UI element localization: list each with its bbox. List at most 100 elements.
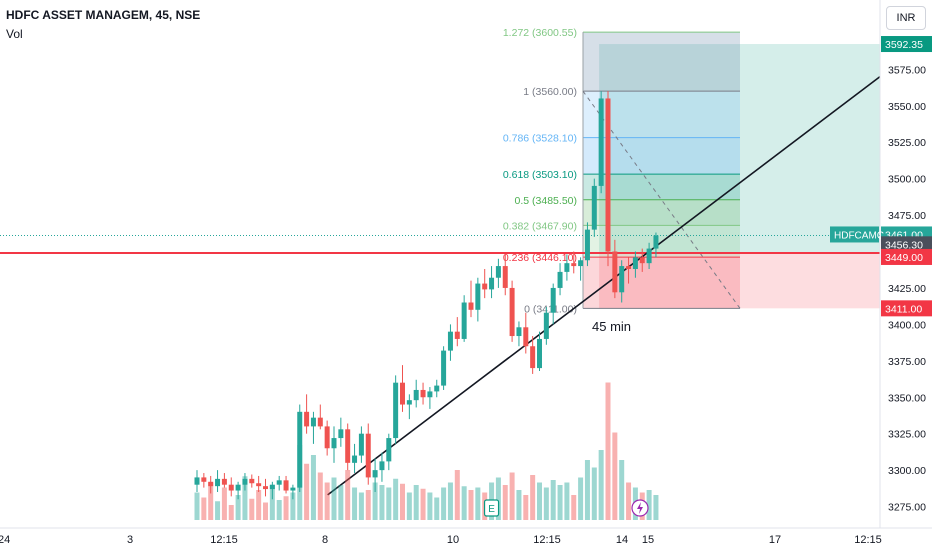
volume-bar bbox=[537, 482, 542, 520]
volume-bar bbox=[256, 490, 262, 520]
candle-body bbox=[605, 98, 611, 252]
target-zone bbox=[599, 44, 880, 253]
candle-body bbox=[406, 400, 412, 405]
price-tick-label: 3575.00 bbox=[888, 64, 926, 76]
candle-body bbox=[482, 283, 488, 290]
candle bbox=[605, 91, 611, 267]
candle bbox=[578, 257, 584, 281]
volume-bar bbox=[263, 502, 268, 520]
volume-bar bbox=[495, 477, 501, 520]
candle-body bbox=[454, 331, 460, 339]
candle-body bbox=[269, 484, 275, 490]
candle bbox=[317, 404, 323, 430]
candle bbox=[626, 257, 632, 284]
candle-body bbox=[345, 429, 351, 463]
candle bbox=[557, 263, 563, 296]
currency-button[interactable]: INR bbox=[886, 6, 926, 30]
candle bbox=[413, 379, 419, 408]
volume-bar bbox=[530, 475, 536, 520]
symbol-title[interactable]: HDFC ASSET MANAGEM, 45, NSE bbox=[6, 8, 201, 22]
volume-bar bbox=[215, 501, 221, 520]
candle-body bbox=[372, 470, 378, 478]
time-tick-label: 14 bbox=[616, 534, 628, 546]
symbol-label: HDFCAMC bbox=[834, 230, 884, 241]
candle bbox=[194, 470, 200, 492]
volume-bar bbox=[317, 472, 323, 520]
candle bbox=[584, 222, 590, 267]
volume-bar bbox=[516, 490, 522, 520]
candle-body bbox=[338, 429, 344, 439]
volume-bar bbox=[338, 485, 344, 520]
fib-zone bbox=[583, 32, 740, 92]
candle-body bbox=[283, 480, 289, 491]
price-tick-label: 3350.00 bbox=[888, 392, 926, 404]
price-tick-label: 3325.00 bbox=[888, 429, 926, 441]
candle bbox=[543, 306, 549, 345]
candle-body bbox=[358, 433, 364, 456]
volume-bar bbox=[502, 485, 508, 520]
time-tick-label: 3 bbox=[127, 534, 133, 546]
candle bbox=[400, 365, 405, 412]
candle-body bbox=[441, 350, 447, 386]
time-tick-label: 12:15 bbox=[854, 534, 882, 546]
volume-bar bbox=[626, 482, 632, 520]
volume-bar bbox=[550, 480, 556, 520]
candle bbox=[406, 394, 412, 420]
candle-body bbox=[393, 382, 399, 439]
candle bbox=[468, 280, 474, 318]
volume-bar bbox=[345, 470, 351, 520]
candle bbox=[358, 426, 364, 463]
volume-bar bbox=[447, 482, 453, 520]
fib-level-label: 0.786 (3528.10) bbox=[503, 133, 577, 145]
volume-bar bbox=[420, 488, 426, 520]
candle bbox=[591, 178, 597, 237]
candle-body bbox=[228, 484, 234, 491]
drawing-layer: 1.272 (3600.55) 1 (3560.00) 0.786 (3528.10… bbox=[0, 27, 881, 496]
candle bbox=[516, 321, 522, 347]
candle-body bbox=[516, 327, 522, 337]
price-axis: 3275.00 3300.00 3325.00 3350.00 3375.00 3400.… bbox=[888, 64, 926, 513]
candle-body bbox=[626, 266, 632, 269]
volume-bar bbox=[235, 495, 241, 520]
candle bbox=[379, 452, 385, 482]
candle bbox=[352, 443, 358, 474]
candle-body bbox=[612, 251, 618, 293]
candle-body bbox=[461, 302, 467, 339]
volume-bar bbox=[201, 497, 207, 520]
time-axis: 2024 3 12:15 8 10 12:15 14 15 17 12:15 bbox=[0, 534, 882, 546]
candle-body bbox=[447, 331, 453, 351]
candle bbox=[249, 474, 255, 488]
candle bbox=[276, 475, 282, 491]
candle bbox=[502, 254, 508, 296]
volume-bar bbox=[646, 490, 652, 520]
volume-bar bbox=[454, 470, 460, 520]
candle-body bbox=[317, 417, 323, 427]
volume-bar bbox=[434, 497, 440, 520]
candle bbox=[653, 232, 659, 258]
candle bbox=[632, 251, 638, 278]
candle-body bbox=[194, 477, 200, 485]
candle-body bbox=[639, 257, 645, 264]
volume-bar bbox=[249, 498, 255, 520]
price-tick-label: 3525.00 bbox=[888, 137, 926, 149]
candle-body bbox=[290, 487, 296, 491]
candle-body bbox=[201, 477, 207, 482]
volume-indicator-label[interactable]: Vol bbox=[6, 27, 23, 41]
time-tick-label: 17 bbox=[769, 534, 781, 546]
trendline bbox=[327, 75, 881, 496]
price-tick-label: 3275.00 bbox=[888, 502, 926, 514]
volume-bar bbox=[584, 460, 590, 520]
earnings-event-marker: E bbox=[483, 499, 500, 517]
candle bbox=[564, 254, 570, 281]
price-tick-label: 3475.00 bbox=[888, 210, 926, 222]
volume-bar bbox=[571, 495, 577, 520]
candle bbox=[420, 382, 426, 405]
candle bbox=[434, 379, 440, 398]
volume-bar bbox=[605, 382, 611, 520]
volume-bar bbox=[304, 463, 310, 520]
candle bbox=[646, 242, 652, 269]
candle-body bbox=[530, 346, 536, 369]
candle bbox=[263, 478, 268, 497]
